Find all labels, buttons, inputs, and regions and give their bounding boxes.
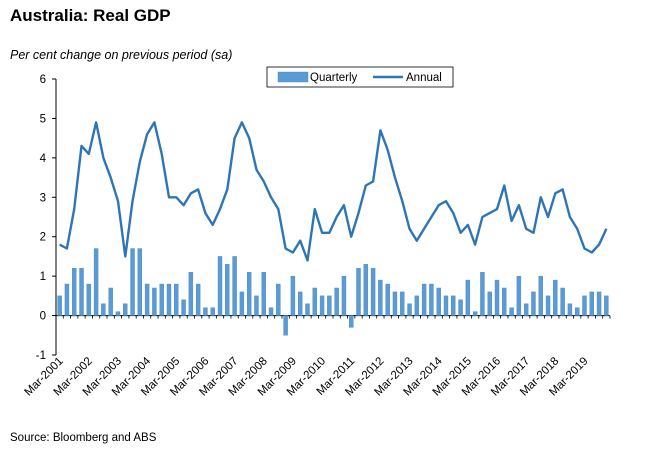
bar-quarterly: [276, 283, 281, 316]
bar-quarterly: [123, 303, 128, 316]
bar-quarterly: [93, 248, 99, 316]
bar-quarterly: [487, 291, 492, 316]
bar-quarterly: [363, 264, 369, 316]
y-tick-label: 1: [40, 271, 46, 283]
bar-quarterly: [261, 272, 266, 316]
bar-quarterly: [392, 291, 398, 316]
bar-quarterly: [407, 303, 412, 316]
bar-quarterly: [115, 311, 121, 316]
line-annual: [59, 121, 608, 262]
bar-quarterly: [378, 279, 383, 316]
bar-quarterly: [538, 275, 543, 316]
chart-subtitle: Per cent change on previous period (sa): [10, 48, 233, 62]
bar-quarterly: [72, 268, 77, 316]
bar-quarterly: [312, 287, 317, 316]
bar-quarterly: [305, 303, 310, 316]
bar-quarterly: [246, 272, 252, 316]
bar-quarterly: [137, 248, 143, 316]
bar-quarterly: [451, 295, 456, 316]
bar-quarterly: [472, 311, 478, 316]
bar-quarterly: [166, 283, 172, 316]
bar-quarterly: [582, 295, 587, 316]
bar-quarterly: [341, 275, 347, 316]
bar-quarterly: [604, 295, 609, 316]
bar-quarterly: [400, 291, 405, 316]
legend: Quarterly Annual: [266, 66, 454, 88]
bar-quarterly: [188, 272, 194, 316]
bar-quarterly: [283, 315, 288, 336]
bar-quarterly: [553, 279, 558, 316]
bar-quarterly: [436, 287, 441, 316]
bar-quarterly: [290, 275, 296, 316]
bar-quarterly: [181, 299, 186, 316]
bar-quarterly: [509, 307, 514, 316]
bar-quarterly: [334, 287, 339, 316]
bar-quarterly: [414, 295, 420, 316]
legend-label-quarterly: Quarterly: [310, 72, 358, 84]
bar-quarterly: [349, 315, 354, 328]
y-tick-label: 4: [40, 153, 47, 165]
bar-quarterly: [319, 295, 325, 316]
bar-quarterly: [370, 268, 376, 316]
bar-quarterly: [574, 307, 580, 316]
bar-quarterly: [268, 307, 274, 316]
bar-quarterly: [210, 307, 215, 316]
bar-quarterly: [57, 295, 62, 316]
bar-quarterly: [443, 295, 449, 316]
bar-quarterly: [502, 287, 507, 316]
bar-quarterly: [174, 283, 179, 316]
bar-quarterly: [64, 283, 70, 316]
y-tick-label: 3: [40, 192, 46, 204]
source-note: Source: Bloomberg and ABS: [10, 432, 157, 444]
bar-quarterly: [429, 283, 434, 316]
bar-quarterly: [516, 275, 522, 316]
bar-quarterly: [560, 287, 565, 316]
bar-quarterly: [152, 287, 157, 316]
bar-quarterly: [239, 291, 245, 316]
bar-quarterly: [589, 291, 594, 316]
bar-quarterly: [545, 295, 551, 316]
bar-quarterly: [327, 295, 332, 316]
bar-quarterly: [130, 248, 135, 316]
bar-quarterly: [79, 268, 84, 316]
bar-quarterly: [385, 283, 390, 316]
bar-quarterly: [203, 307, 208, 316]
bar-quarterly: [101, 303, 106, 316]
bar-quarterly: [356, 268, 361, 316]
bar-quarterly: [195, 283, 201, 316]
bar-quarterly: [144, 283, 150, 316]
y-tick-label: 5: [40, 113, 46, 125]
bar-quarterly: [421, 283, 427, 316]
bar-quarterly: [458, 299, 463, 316]
bar-quarterly: [531, 291, 536, 316]
bar-quarterly: [523, 303, 529, 316]
bar-quarterly: [596, 291, 602, 316]
bar-quarterly: [108, 287, 113, 316]
bar-quarterly: [480, 272, 485, 316]
legend-swatch-quarterly: [277, 71, 309, 83]
bar-quarterly: [494, 279, 500, 316]
y-tick-label: 0: [40, 311, 46, 323]
bar-quarterly: [232, 256, 237, 316]
y-tick-label: 6: [40, 74, 46, 86]
legend-label-annual: Annual: [406, 72, 442, 84]
bar-quarterly: [159, 283, 164, 316]
legend-box: [266, 66, 454, 88]
bar-quarterly: [465, 279, 471, 316]
bar-quarterly: [86, 283, 92, 316]
bar-quarterly: [217, 256, 223, 316]
y-tick-label: 2: [40, 232, 46, 244]
bar-quarterly: [225, 264, 230, 316]
bar-quarterly: [567, 303, 573, 316]
bar-quarterly: [297, 291, 303, 316]
bar-quarterly: [254, 295, 259, 316]
chart-title: Australia: Real GDP: [10, 6, 171, 25]
y-tick-label: -1: [36, 350, 46, 362]
